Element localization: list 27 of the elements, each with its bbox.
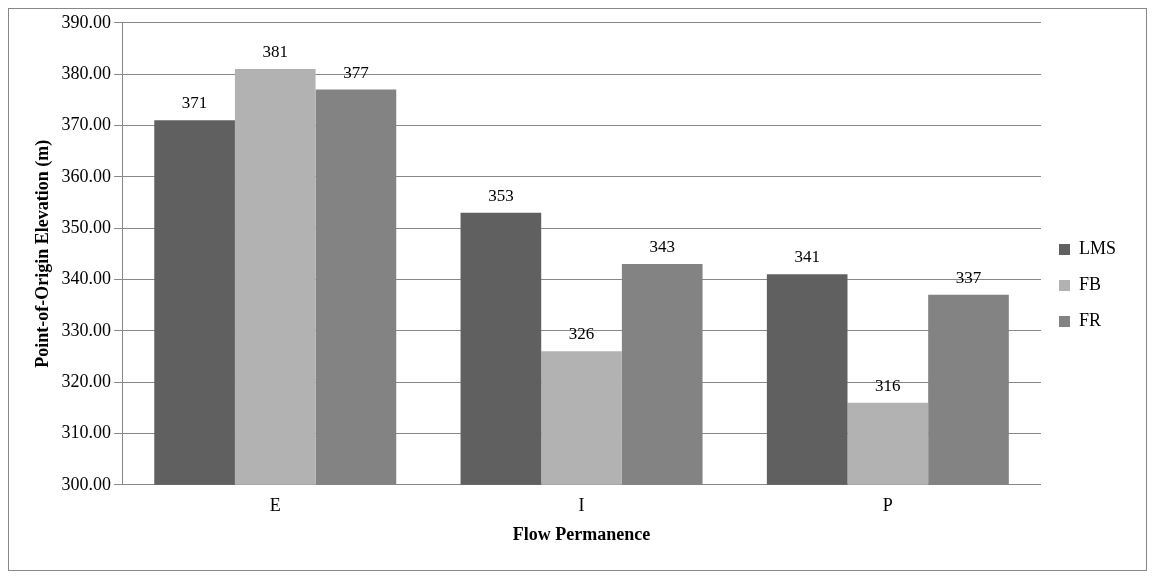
- x-tick-label: E: [269, 495, 281, 516]
- y-tick-label: 350.00: [61, 216, 112, 237]
- y-tick-label: 340.00: [61, 268, 112, 289]
- y-tick-label: 390.00: [61, 11, 112, 32]
- data-label: 343: [649, 237, 675, 257]
- x-axis-title: Flow Permanence: [512, 523, 651, 544]
- y-tick-label: 360.00: [61, 165, 112, 186]
- legend-label: FB: [1078, 274, 1102, 295]
- y-tick-label: 370.00: [61, 114, 112, 135]
- y-axis-title: Point-of-Origin Elevation (m): [32, 139, 54, 368]
- y-tick-label: 300.00: [61, 473, 112, 494]
- data-label: 316: [875, 375, 901, 395]
- y-tick-label: 380.00: [61, 62, 112, 83]
- data-label: 337: [955, 267, 982, 287]
- legend-label: FR: [1078, 310, 1102, 331]
- data-label: 326: [568, 324, 595, 344]
- data-label: 353: [488, 185, 514, 205]
- y-tick-label: 330.00: [61, 319, 112, 340]
- y-tick-label: 320.00: [61, 370, 112, 391]
- legend-label: LMS: [1078, 238, 1116, 259]
- x-tick-label: P: [882, 495, 893, 516]
- data-label: 341: [794, 247, 820, 267]
- x-tick-label: I: [578, 495, 585, 516]
- y-tick-label: 310.00: [61, 422, 112, 443]
- data-label: 377: [343, 62, 370, 82]
- data-label: 381: [262, 41, 288, 61]
- data-label: 371: [181, 93, 208, 113]
